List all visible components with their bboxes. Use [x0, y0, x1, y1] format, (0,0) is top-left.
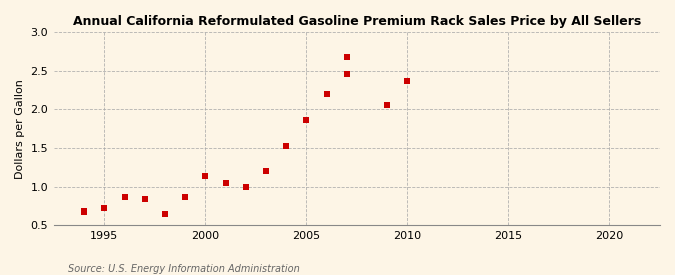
Point	[180, 195, 190, 200]
Point	[99, 206, 110, 210]
Point	[402, 79, 413, 84]
Title: Annual California Reformulated Gasoline Premium Rack Sales Price by All Sellers: Annual California Reformulated Gasoline …	[73, 15, 641, 28]
Point	[139, 197, 150, 201]
Y-axis label: Dollars per Gallon: Dollars per Gallon	[15, 79, 25, 178]
Point	[261, 169, 271, 173]
Point	[342, 72, 352, 77]
Point	[220, 180, 231, 185]
Point	[139, 197, 150, 201]
Point	[321, 92, 332, 96]
Point	[240, 185, 251, 189]
Text: Source: U.S. Energy Information Administration: Source: U.S. Energy Information Administ…	[68, 264, 299, 274]
Point	[159, 211, 170, 216]
Point	[301, 118, 312, 122]
Point	[119, 195, 130, 200]
Point	[382, 103, 393, 108]
Point	[200, 174, 211, 179]
Point	[281, 143, 292, 148]
Point	[79, 210, 90, 214]
Point	[79, 209, 90, 213]
Point	[342, 55, 352, 60]
